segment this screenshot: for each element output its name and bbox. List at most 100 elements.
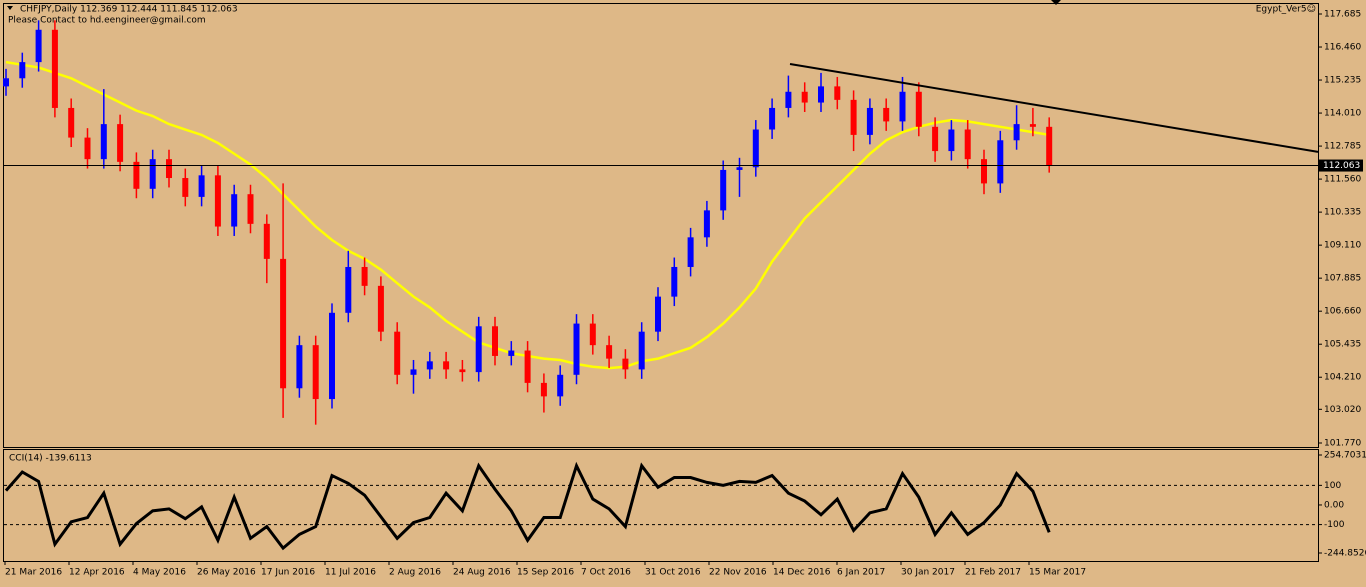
candle-body [524,350,531,383]
candle-body [296,345,303,389]
y-tick-label: -100 [1324,520,1345,530]
candle-body [540,382,547,397]
candle-body [475,326,482,373]
x-tick-label: 12 Apr 2016 [69,568,125,578]
y-tick-label: 107.885 [1324,274,1361,284]
price-panel-frame [3,3,1319,448]
candle-body [19,62,26,79]
x-tick-label: 17 Jun 2016 [261,568,315,578]
candle-body [606,345,613,359]
y-tick-label: 0.00 [1324,500,1344,510]
candle-body [964,129,971,160]
candle-body [622,358,629,370]
candle-body [785,91,792,108]
candle-body [720,169,727,211]
candle-body [557,374,564,397]
cci-panel-frame [3,449,1319,562]
x-tick-label: 15 Mar 2017 [1029,568,1086,578]
y-tick-label: 100 [1324,481,1341,491]
x-tick-label: 2 Aug 2016 [389,568,441,578]
y-tick-label: 111.560 [1324,175,1361,185]
candle-body [149,159,156,189]
x-tick-label: 21 Mar 2016 [5,568,62,578]
y-tick-label: 117.685 [1324,10,1361,20]
candle-body [589,323,596,346]
candle-body [84,137,91,160]
candle-body [329,312,335,400]
candle-body [198,175,205,197]
candle-body [818,86,824,103]
candle-body [981,159,987,184]
candle-body [508,350,515,356]
candle-body [394,331,401,375]
candle-body [35,29,42,63]
candle-body [915,91,922,127]
cci-line [4,461,1051,551]
x-tick-label: 24 Aug 2016 [453,568,511,578]
chart-subtitle: Please Contact to hd.eengineer@gmail.com [8,16,206,26]
candle-body [182,178,189,197]
y-tick-label: 105.435 [1324,340,1361,350]
y-tick-label: 109.110 [1324,241,1361,251]
candle-body [410,369,417,375]
y-tick-label: 116.460 [1324,43,1361,53]
x-tick-label: 31 Oct 2016 [645,568,701,578]
y-tick-label: 104.210 [1324,373,1361,383]
candle-body [736,167,743,170]
y-tick-label: 114.010 [1324,109,1361,119]
last-price-box [1319,159,1363,172]
candle-body [801,91,808,103]
candle-body [345,266,352,313]
x-tick-label: 30 Jan 2017 [901,568,955,578]
last-price-label: 112.063 [1323,161,1360,171]
candle-body [1046,126,1053,166]
title-arrow [7,6,13,10]
candle-body [51,29,58,108]
y-tick-label: -244.8526 [1324,549,1366,559]
candle-body [166,159,172,179]
candle-body [671,266,678,297]
candle-body [1013,124,1020,141]
candle-body [459,369,466,373]
candle-body [866,107,873,135]
candle-body [133,161,140,189]
candle-body [769,107,776,130]
y-tick-label: 112.785 [1324,142,1361,152]
candle-body [1029,124,1036,127]
candle-body [899,91,906,122]
candle-body [426,361,433,370]
candle-body [3,78,9,87]
x-tick-label: 15 Sep 2016 [517,568,574,578]
y-tick-label: 254.7031 [1324,451,1366,461]
candle-body [100,124,107,160]
y-tick-label: 106.660 [1324,307,1361,317]
candle-body [834,86,841,100]
candle-body [492,326,498,356]
brand-label: Egypt_Ver5☺ [1256,4,1316,15]
shift-marker [1051,0,1061,5]
candle-body [247,194,254,224]
candle-body [117,124,124,162]
y-tick-label: 110.335 [1324,208,1361,218]
x-tick-label: 7 Oct 2016 [581,568,631,578]
candle-body [687,237,694,267]
candle-body [231,194,238,227]
candle-body [752,129,759,168]
candle-body [638,331,645,370]
candle-body [263,223,270,259]
candle-body [948,129,955,152]
y-tick-label: 115.235 [1324,76,1361,86]
candle-body [361,266,368,286]
cci-title: CCI(14) -139.6113 [9,454,92,464]
candle-body [214,175,221,227]
candle-body [932,126,939,152]
x-tick-label: 14 Dec 2016 [773,568,831,578]
x-tick-label: 21 Feb 2017 [965,568,1021,578]
x-tick-label: 4 May 2016 [133,568,186,578]
chart-title: CHFJPY,Daily 112.369 112.444 111.845 112… [20,5,238,15]
candle-body [850,99,857,135]
x-tick-label: 22 Nov 2016 [709,568,767,578]
candle-body [280,258,287,389]
